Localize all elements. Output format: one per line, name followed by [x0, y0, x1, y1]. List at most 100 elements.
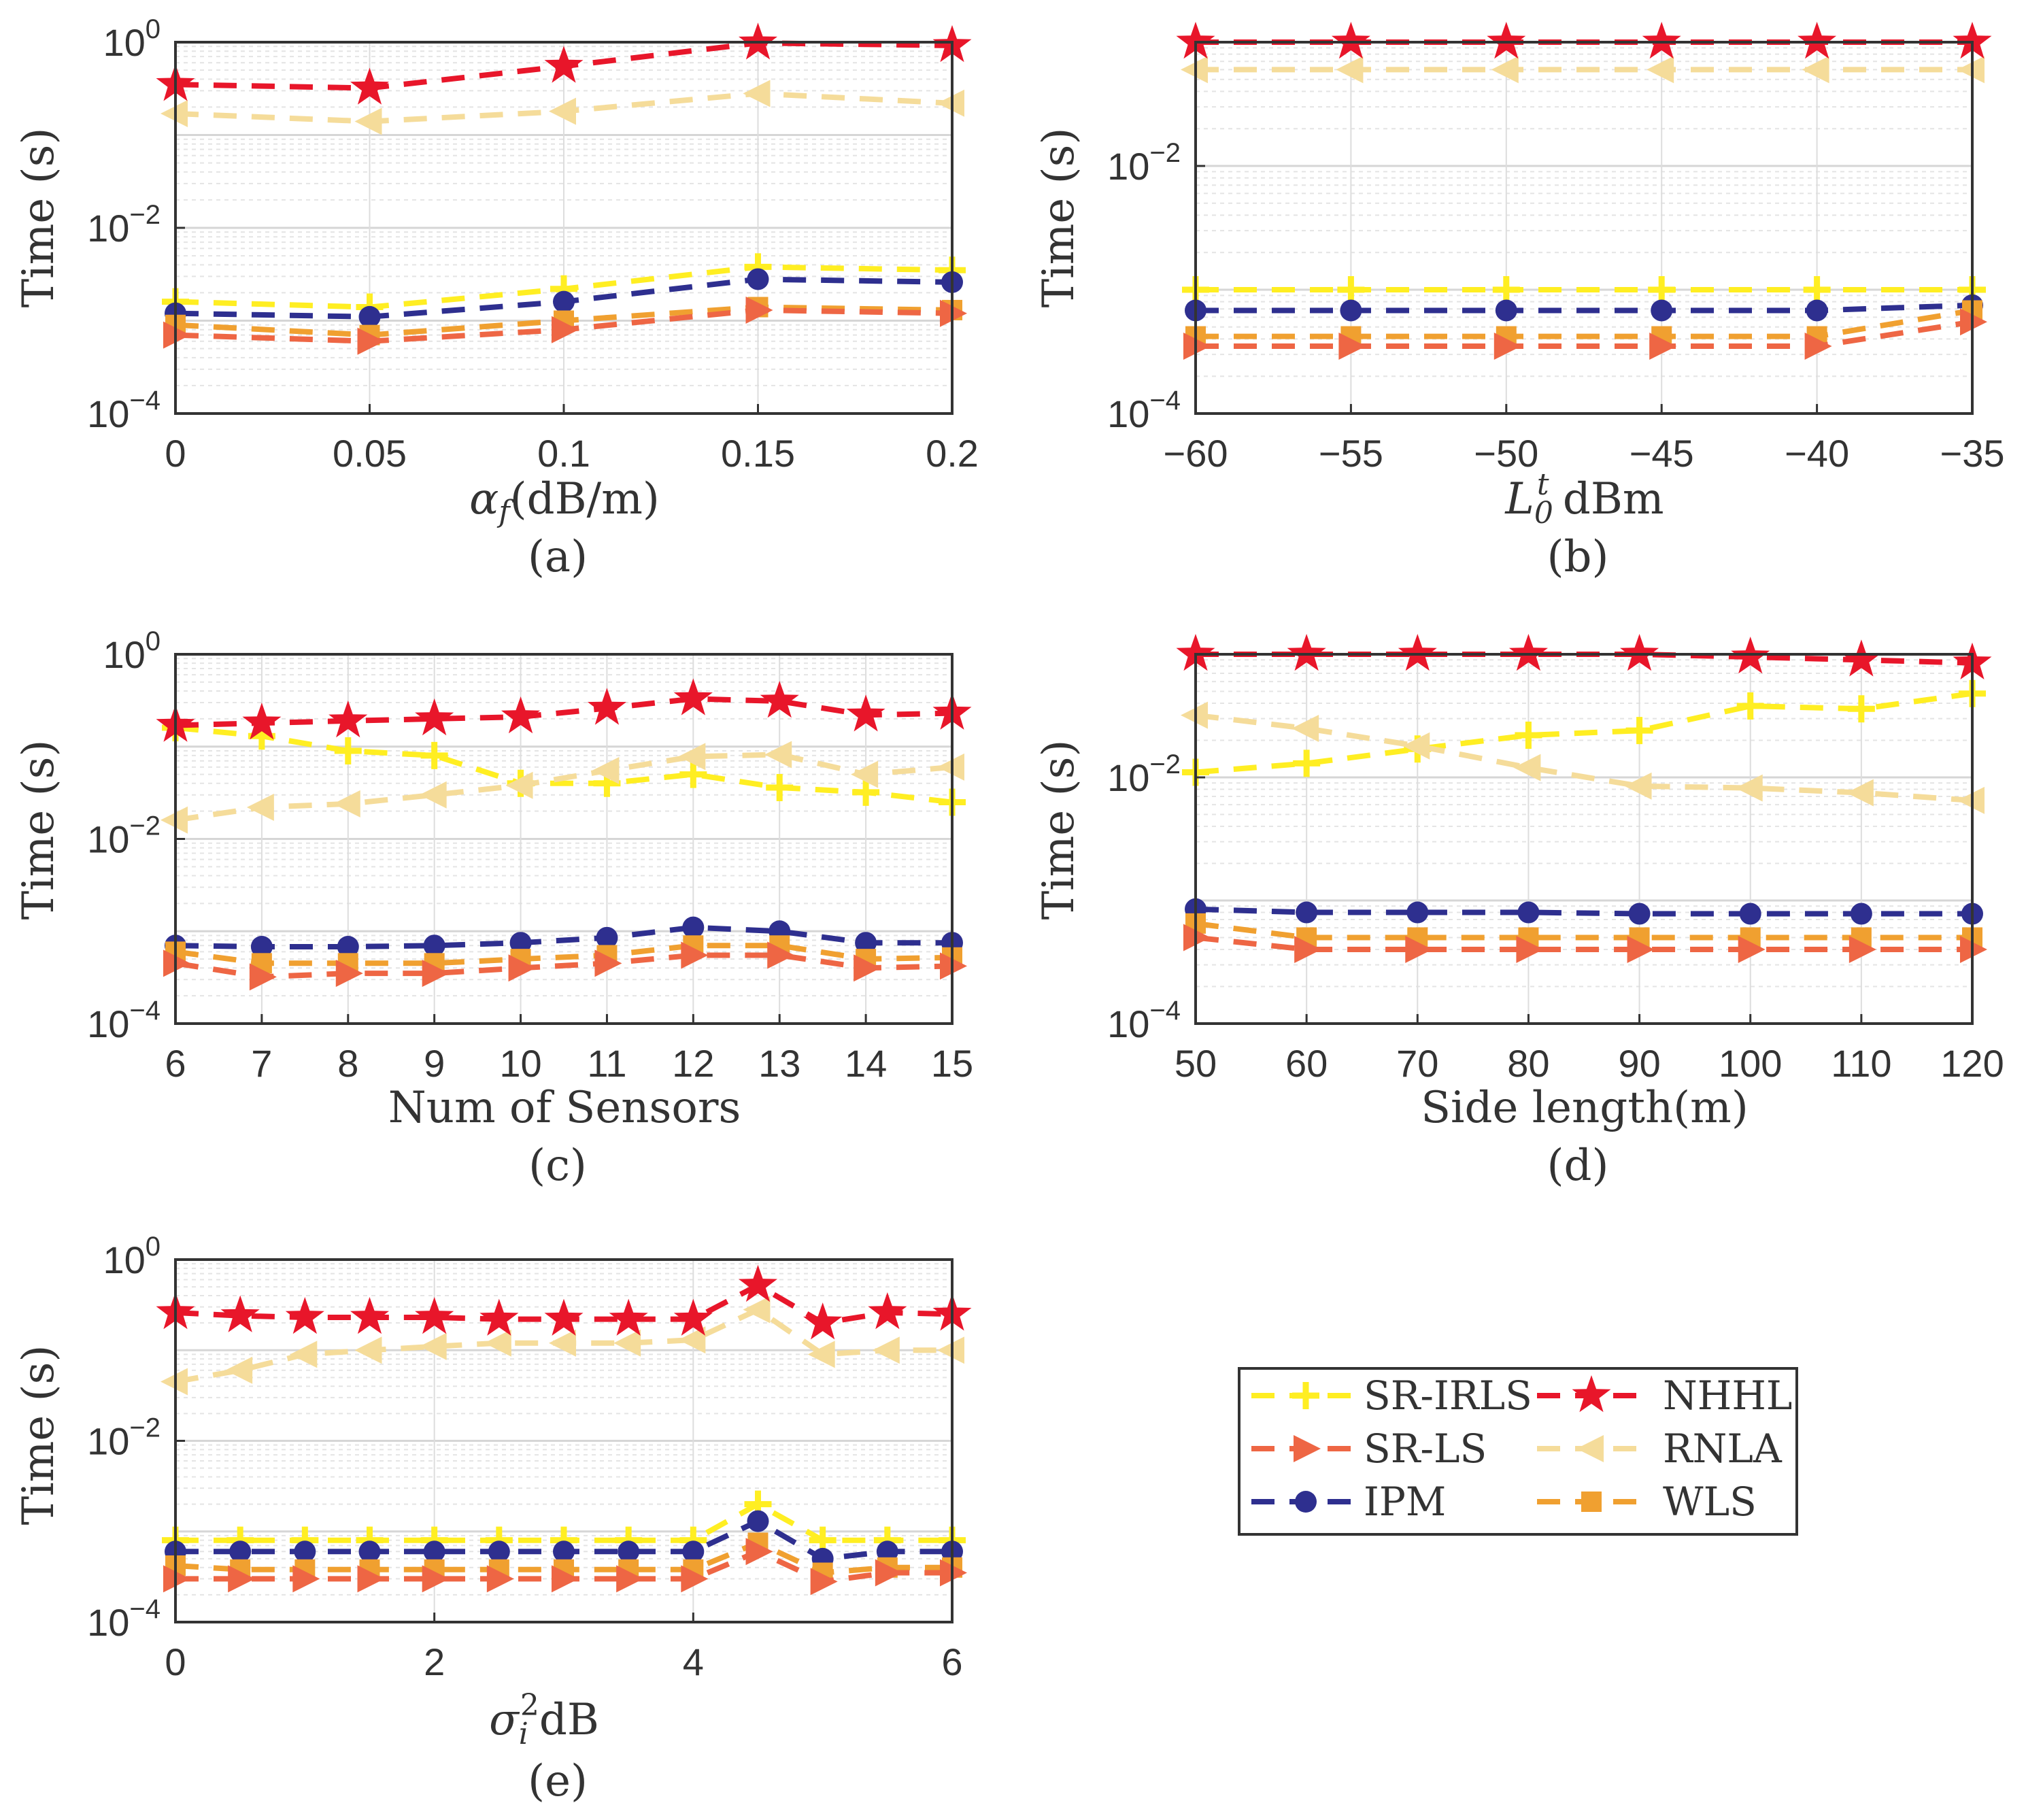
x-ticks-e: 0 2 4 6	[165, 1613, 963, 1683]
point-rnla	[419, 781, 447, 809]
y-tick-label: 10−2	[1107, 138, 1181, 188]
point-rnla	[549, 97, 576, 125]
point-rnla	[333, 790, 360, 818]
y-tick-base: 10	[1107, 756, 1149, 799]
point-ipm	[1628, 903, 1651, 925]
point-rnla	[807, 1341, 835, 1368]
point-nhhl	[868, 1292, 907, 1330]
xlabel-c: Num of Sensors	[388, 1083, 741, 1133]
point-nhhl	[285, 1297, 324, 1334]
point-rnla	[743, 1296, 771, 1324]
point-ipm	[358, 1540, 381, 1563]
xlabel-a: αf(dB/m)	[469, 474, 660, 529]
x-tick-label: −60	[1164, 432, 1228, 475]
point-ipm	[1340, 299, 1362, 322]
point-sr-ls	[1804, 332, 1832, 360]
x-tick-label: 0.05	[333, 432, 407, 475]
series-line-rnla	[1195, 712, 1973, 803]
y-tick-label: 100	[103, 14, 161, 64]
point-sr-ls	[552, 1565, 579, 1593]
caption-a: (a)	[528, 532, 588, 582]
x-tick-label: 0.1	[537, 432, 590, 475]
point-sr-ls	[1738, 936, 1766, 964]
point-nhhl	[673, 1298, 713, 1336]
x-tick-label: −55	[1319, 432, 1383, 475]
x-tick-label: 0.15	[721, 432, 795, 475]
x-tick-label: 4	[683, 1640, 704, 1683]
point-ipm	[488, 1540, 510, 1563]
xlabel-e-rest: dB	[539, 1695, 599, 1745]
point-nhhl	[1620, 634, 1659, 671]
point-sr-ls	[854, 954, 881, 982]
series-group-b	[1176, 22, 1992, 360]
legend-marker	[1581, 1492, 1602, 1512]
legend-marker	[1294, 1435, 1321, 1462]
point-sr-ls	[1493, 332, 1521, 360]
ylabel-c: Time (s)	[14, 740, 64, 920]
point-nhhl	[673, 678, 713, 715]
x-ticks-d: 50 60 70 80 90 100 110 120	[1175, 1014, 2004, 1085]
point-sr-irls	[766, 773, 794, 801]
point-rnla	[1735, 774, 1763, 802]
point-sr-ls	[594, 949, 622, 977]
x-tick-label: 9	[424, 1042, 445, 1085]
point-sr-ls	[1848, 936, 1876, 964]
ylabel-d: Time (s)	[1034, 740, 1084, 920]
y-tick-label: 10−2	[87, 1413, 161, 1463]
y-tick-base: 10	[87, 818, 129, 861]
point-nhhl	[220, 1295, 260, 1332]
panel-c: Time (s) Num of Sensors (c) 6 7 8 9 10 11 12 13…	[14, 626, 973, 1191]
series-line-sr-ls	[175, 952, 953, 980]
point-sr-ls	[745, 1538, 773, 1566]
y-tick-label: 100	[103, 1232, 161, 1281]
y-tick-label: 10−2	[87, 200, 161, 250]
point-rnla	[225, 1356, 253, 1384]
caption-c: (c)	[528, 1141, 587, 1191]
xlabel-a-sym: α	[469, 474, 499, 524]
legend-marker	[1292, 1382, 1319, 1409]
point-sr-ls	[767, 941, 795, 969]
point-ipm	[358, 305, 381, 328]
point-ipm	[1517, 901, 1540, 924]
point-nhhl	[1797, 22, 1837, 59]
y-tick-label: 10−2	[87, 811, 161, 861]
point-sr-irls	[1648, 276, 1676, 303]
legend-label: RNLA	[1663, 1426, 1783, 1472]
x-tick-label: 8	[337, 1042, 358, 1085]
point-nhhl	[350, 1297, 389, 1334]
point-ipm	[1406, 901, 1429, 924]
y-tick-exponent: −2	[1149, 749, 1181, 779]
point-nhhl	[1842, 639, 1881, 677]
y-tick-base: 10	[1107, 1002, 1149, 1045]
point-sr-ls	[810, 1568, 838, 1596]
y-tick-exponent: −4	[129, 386, 161, 416]
series-line-wls	[175, 943, 953, 966]
panel-d: Time (s) Side length(m) (d) 50 60 70 80 90 10…	[1034, 634, 2004, 1191]
point-sr-irls	[334, 737, 362, 764]
point-nhhl	[544, 1298, 584, 1336]
point-ipm	[876, 1540, 898, 1563]
point-nhhl	[1508, 634, 1548, 671]
y-tick-base: 10	[87, 392, 129, 435]
x-tick-label: 6	[941, 1640, 962, 1683]
point-ipm	[1495, 299, 1517, 322]
panel-a: Time (s) αf(dB/m) (a) 0 0.05 0.1 0.15 0.2100…	[14, 14, 979, 582]
point-sr-irls	[852, 778, 880, 806]
point-sr-ls	[292, 1565, 320, 1593]
point-sr-ls	[249, 963, 277, 991]
series-line-sr-ls	[1195, 934, 1972, 952]
series-line-sr-irls	[1195, 690, 1973, 775]
x-tick-label: −40	[1785, 432, 1849, 475]
xlabel-e-sub: i	[519, 1717, 528, 1751]
y-tick-exponent: −4	[129, 996, 161, 1026]
caption-b: (b)	[1547, 532, 1609, 582]
series-group-d	[1176, 634, 1992, 964]
x-tick-label: 0	[165, 1640, 186, 1683]
point-sr-ls	[422, 1565, 450, 1593]
x-tick-label: −35	[1940, 432, 2005, 475]
point-nhhl	[1398, 634, 1437, 671]
point-ipm	[294, 1540, 316, 1563]
point-sr-irls	[679, 760, 707, 788]
y-tick-label: 10−4	[1107, 996, 1181, 1045]
